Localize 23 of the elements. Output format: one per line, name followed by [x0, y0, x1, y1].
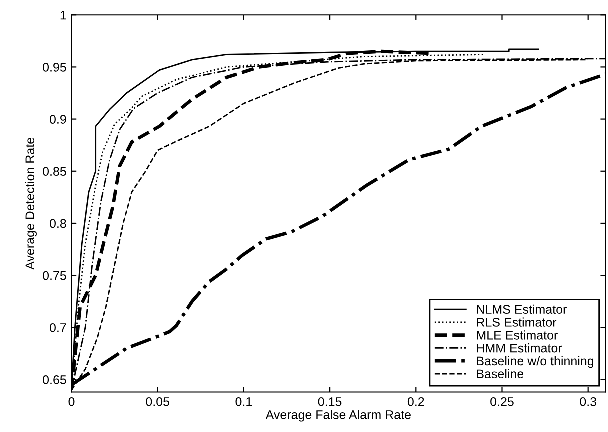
legend-label: RLS Estimator	[477, 318, 557, 327]
legend-label: HMM Estimator	[477, 344, 562, 353]
y-tick-label: 0.8	[50, 219, 66, 228]
x-tick-label: 0.15	[318, 397, 342, 406]
x-tick-label: 0.3	[580, 397, 596, 406]
y-tick-label: 0.85	[43, 167, 66, 176]
y-tick-label: 0.75	[43, 271, 66, 280]
x-tick-label: 0.1	[236, 397, 252, 406]
y-tick-label: 0.65	[43, 376, 66, 384]
legend-label: NLMS Estimator	[477, 304, 567, 314]
x-axis-title: Average False Alarm Rate	[266, 410, 411, 422]
x-tick-label: 0	[68, 397, 75, 406]
y-tick-label: 1	[60, 11, 66, 20]
legend-label: MLE Estimator	[477, 330, 558, 340]
x-tick-label: 0.05	[146, 397, 170, 406]
y-axis-title: Average Detection Rate	[25, 138, 37, 270]
legend-label: Baseline	[477, 369, 524, 379]
legend-label: Baseline w/o thinning	[477, 356, 594, 368]
y-tick-label: 0.9	[50, 115, 66, 124]
y-tick-label: 0.7	[50, 323, 66, 332]
x-tick-label: 0.2	[408, 397, 424, 406]
x-tick-label: 0.25	[490, 397, 514, 406]
y-tick-label: 0.95	[43, 63, 66, 72]
